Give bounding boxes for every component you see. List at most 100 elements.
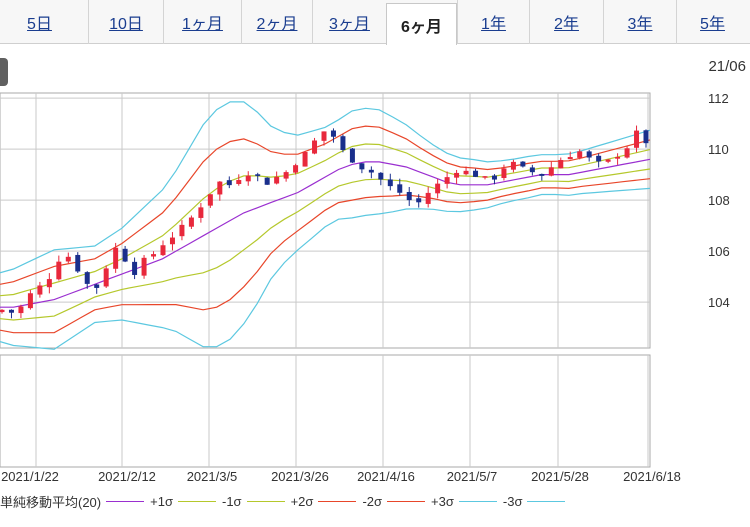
legend-swatch-4 (387, 500, 426, 502)
legend-label-3: +2σ (290, 493, 314, 509)
legend-label-2: -1σ (221, 493, 242, 509)
y-tick-2: 108 (708, 193, 730, 208)
candle-body-60 (567, 157, 573, 160)
legend-swatch-5 (458, 500, 497, 502)
x-tick-2: 2021/3/5 (187, 469, 238, 484)
x-tick-0: 2021/1/22 (1, 469, 59, 484)
plus-2-sigma-line (0, 125, 651, 285)
candle-body-3 (27, 293, 33, 309)
legend-item-3: +2σ (291, 494, 357, 509)
candle-body-63 (596, 155, 602, 162)
candle-body-37 (349, 148, 355, 163)
tab-2[interactable]: 1ヶ月 (163, 0, 241, 44)
candle-body-41 (387, 179, 393, 187)
chart-settings-button[interactable] (0, 58, 8, 86)
x-tick-4: 2021/4/16 (357, 469, 415, 484)
candle-body-24 (226, 180, 232, 186)
tab-5[interactable]: 6ヶ月 (386, 3, 457, 45)
candle-body-0 (0, 309, 5, 313)
legend-label-5: +3σ (431, 493, 454, 509)
candle-body-42 (397, 184, 403, 193)
legend-label-0: 単純移動平均(20) (0, 494, 102, 510)
candle-body-66 (624, 148, 630, 158)
fx-candlestick-chart: 112 110 108 106 104 2021/1/22 2021/2/12 2021/3/… (0, 91, 730, 484)
legend-item-6: -3σ (503, 494, 566, 509)
tab-7[interactable]: 2年 (529, 0, 603, 44)
candle-body-58 (548, 167, 554, 176)
candle-body-57 (539, 173, 545, 176)
period-tab-bar: 5日 10日 1ヶ月 2ヶ月 3ヶ月 6ヶ月 1年 2年 3年 5年 (0, 0, 750, 45)
candle-body-45 (425, 192, 431, 204)
candle-body-27 (255, 174, 261, 176)
tab-3[interactable]: 2ヶ月 (241, 0, 312, 44)
legend-swatch-1 (177, 500, 216, 502)
candle-body-16 (151, 254, 157, 257)
candle-body-35 (330, 130, 336, 137)
candle-body-55 (520, 161, 526, 167)
legend-item-4: -2σ (362, 493, 426, 509)
candle-body-38 (359, 163, 365, 170)
candle-body-49 (463, 170, 469, 175)
candle-body-8 (75, 254, 81, 272)
legend-item-5: +3σ (431, 494, 497, 509)
x-tick-1: 2021/2/12 (98, 469, 156, 484)
candle-body-17 (160, 245, 166, 256)
candle-body-28 (264, 177, 270, 185)
y-tick-0: 112 (708, 91, 729, 106)
candle-body-43 (406, 191, 412, 201)
tab-1[interactable]: 10日 (88, 0, 163, 44)
tab-9[interactable]: 5年 (676, 0, 748, 44)
candle-body-46 (435, 183, 441, 194)
y-tick-4: 104 (708, 295, 730, 310)
legend-item-1: +1σ (150, 494, 216, 509)
x-tick-5: 2021/5/7 (447, 469, 498, 484)
candle-body-68 (643, 130, 649, 144)
latest-date-label: 21/06 (708, 58, 746, 75)
candle-body-19 (179, 224, 185, 237)
legend-label-4: -2σ (362, 493, 383, 509)
candle-body-26 (245, 175, 251, 182)
candle-body-23 (217, 181, 223, 195)
candle-body-64 (605, 159, 611, 162)
legend-item-0: 単純移動平均(20) (0, 492, 145, 511)
candle-body-25 (236, 180, 242, 185)
candle-body-18 (169, 237, 175, 245)
candle-body-34 (321, 131, 327, 141)
candle-body-6 (56, 261, 62, 280)
legend-swatch-3 (318, 500, 357, 502)
tab-6[interactable]: 1年 (457, 0, 529, 44)
legend-swatch-6 (527, 500, 566, 502)
candle-body-9 (84, 272, 90, 284)
legend-swatch-0 (106, 500, 145, 502)
x-tick-7: 2021/6/18 (623, 469, 681, 484)
candle-body-14 (132, 261, 138, 275)
legend-swatch-2 (246, 500, 285, 502)
candle-body-54 (510, 161, 516, 170)
candle-body-52 (491, 175, 497, 180)
candle-body-48 (454, 172, 460, 178)
candle-body-31 (293, 165, 299, 173)
x-tick-3: 2021/3/26 (271, 469, 329, 484)
candle-body-59 (558, 160, 564, 169)
candle-body-29 (274, 176, 280, 184)
candle-body-4 (37, 285, 43, 295)
tab-0[interactable]: 5日 (0, 0, 88, 44)
candle-body-22 (207, 194, 213, 206)
candle-body-53 (501, 168, 507, 179)
candle-body-5 (46, 279, 52, 288)
candle-body-1 (8, 309, 14, 313)
candle-body-40 (378, 172, 384, 180)
legend-label-1: +1σ (150, 493, 173, 509)
candle-body-11 (103, 268, 109, 287)
tab-8[interactable]: 3年 (603, 0, 676, 44)
legend-item-2: -1σ (222, 494, 285, 509)
candle-body-13 (122, 248, 128, 262)
tab-4[interactable]: 3ヶ月 (312, 0, 386, 44)
candle-body-44 (416, 198, 422, 203)
plus-3-sigma-line (0, 101, 651, 274)
plus-1-sigma-line (0, 143, 651, 297)
candle-body-12 (113, 247, 119, 269)
candle-body-67 (634, 130, 640, 148)
candle-body-10 (94, 284, 100, 288)
candle-body-2 (18, 306, 24, 314)
